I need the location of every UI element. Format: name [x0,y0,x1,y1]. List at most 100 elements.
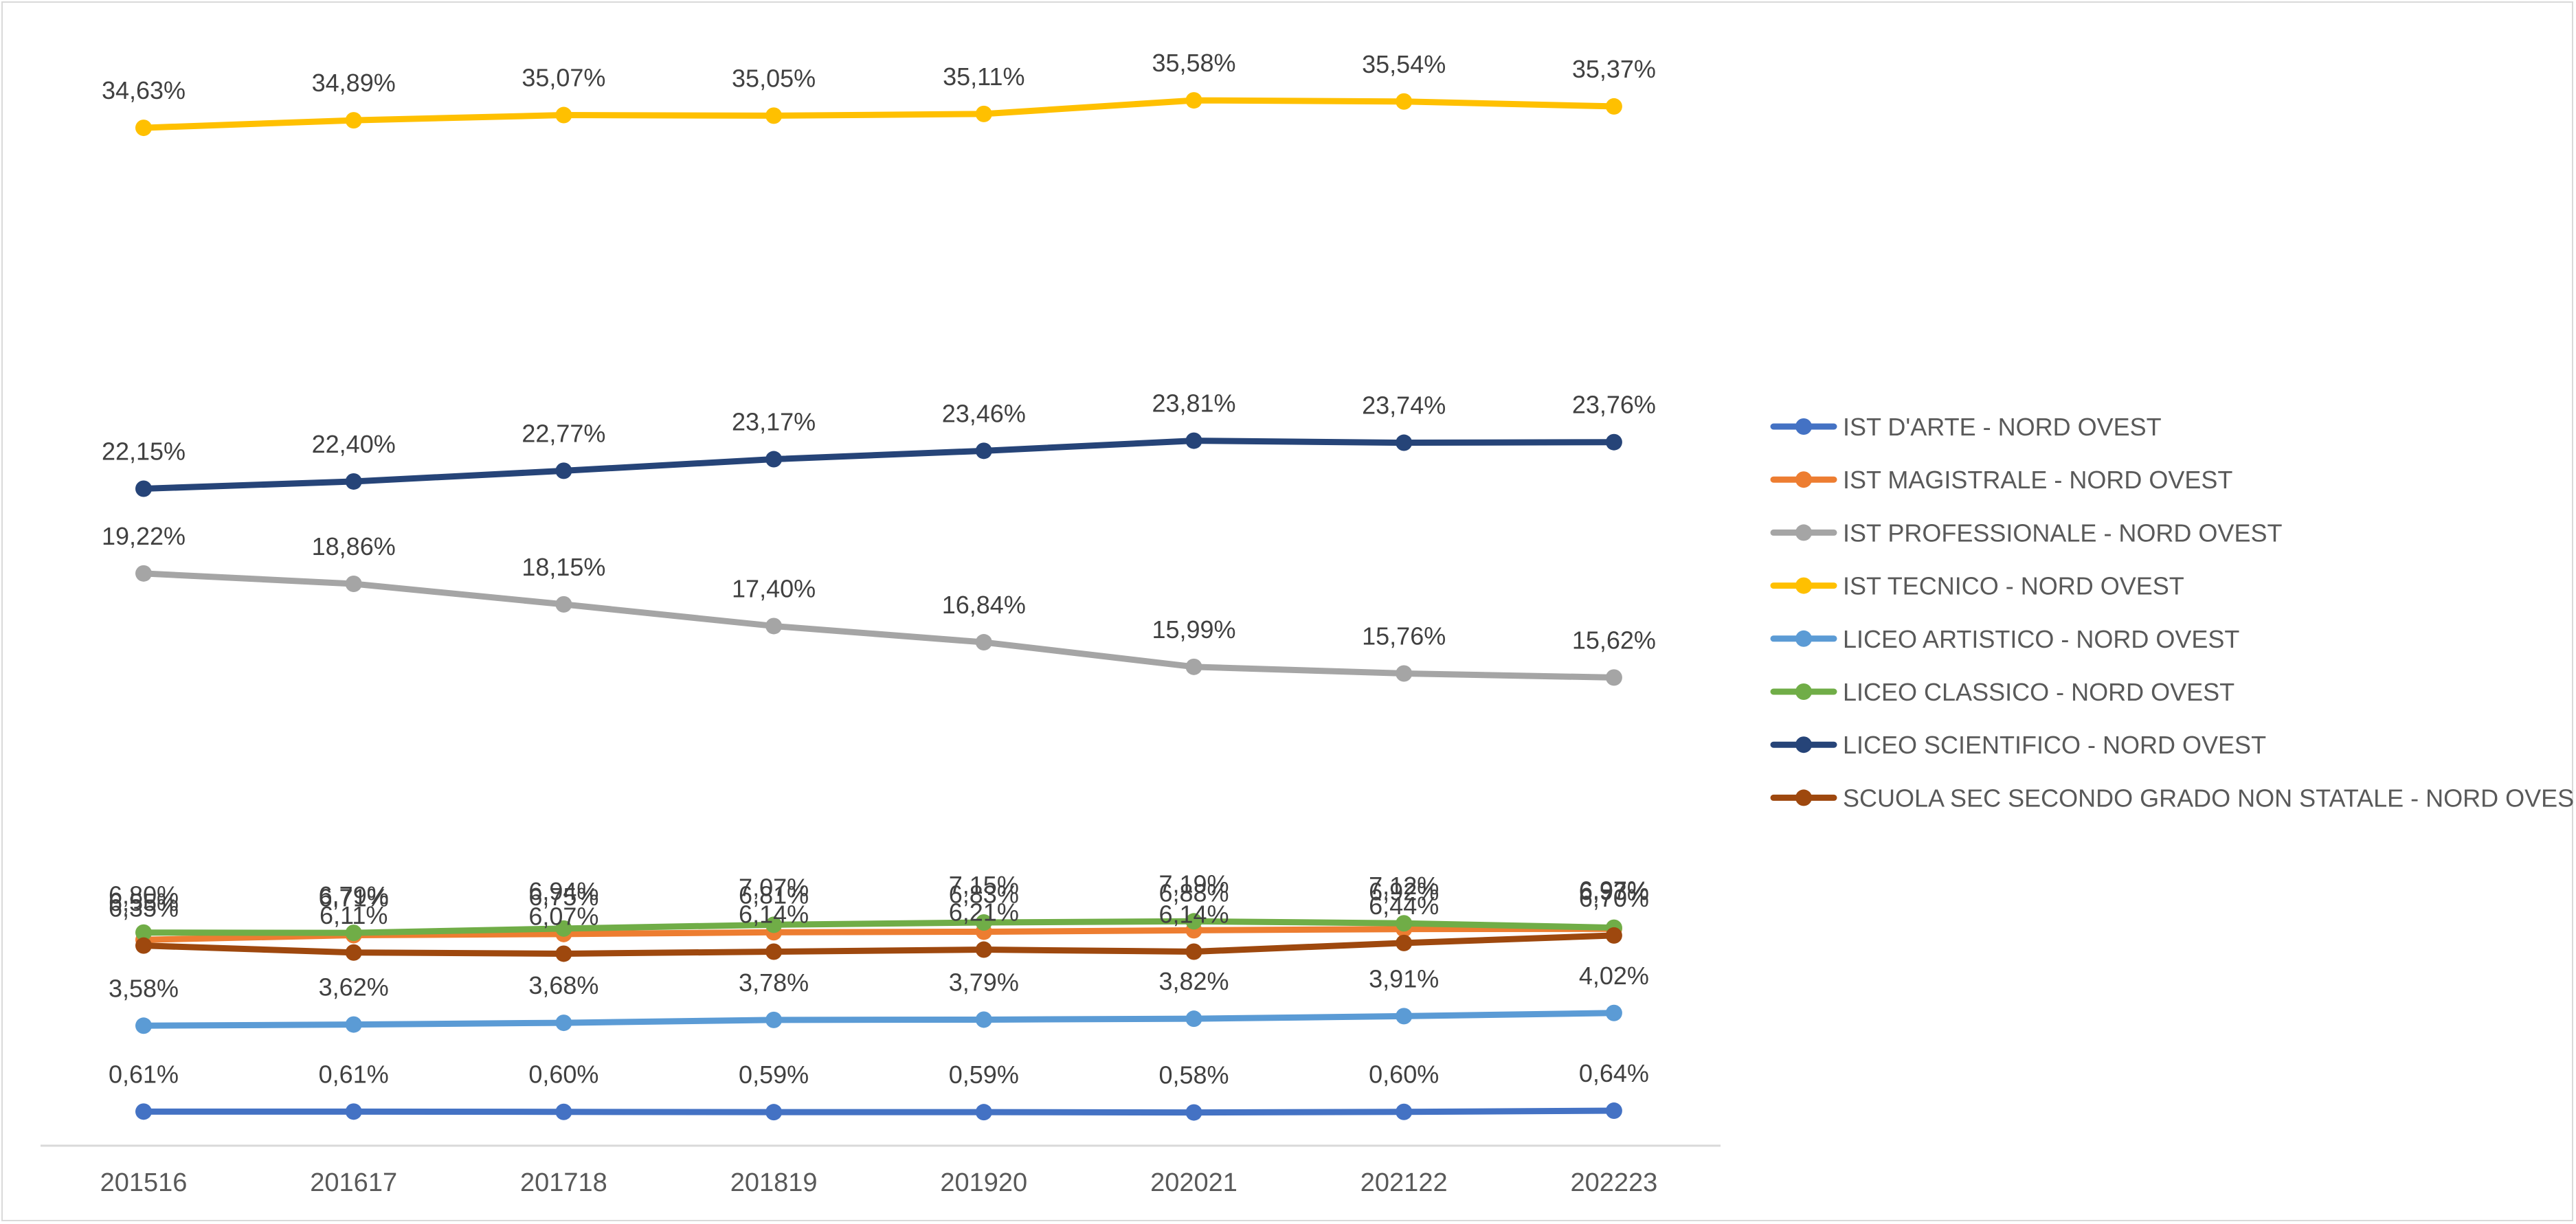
series-line [140,438,1617,492]
data-label: 0,59% [739,1061,809,1089]
data-point [1185,1010,1202,1028]
data-label: 35,07% [522,64,605,92]
data-point [1396,434,1413,451]
legend-swatch-marker [1795,577,1812,594]
data-label: 6,70% [1579,884,1649,912]
legend-item: LICEO SCIENTIFICO - NORD OVEST [1770,731,2266,759]
data-label: 6,35% [109,894,179,922]
data-point [555,106,572,124]
data-point [555,945,572,962]
line-chart: 0,61% 0,61% 0,60% 0,59% 0,59% 0,58% 0,60% 0,64%… [41,49,2575,1197]
data-label: 3,82% [1158,967,1229,995]
data-point [975,1104,992,1121]
data-label: 23,46% [942,399,1026,427]
data-point [135,480,152,497]
data-label: 6,21% [949,898,1019,927]
legend-item: IST D'ARTE - NORD OVEST [1770,413,2162,441]
data-point [1185,658,1202,675]
data-point [345,925,362,942]
data-label: 6,79% [319,881,389,909]
data-point [1396,1008,1413,1025]
data-point [555,462,572,479]
series-line [140,1010,1617,1029]
data-label: 3,79% [949,968,1019,996]
data-label: 34,63% [102,76,186,104]
data-label: 6,88% [1158,879,1229,907]
data-label: 19,22% [102,522,186,550]
series-liceo-classico-nord-ovest [135,913,1622,942]
data-label: 18,15% [522,553,605,581]
data-point [345,1016,362,1033]
data-point [1185,943,1202,960]
data-label: 7,12% [1369,872,1439,900]
data-point [135,937,152,954]
data-label: 0,60% [528,1061,598,1089]
data-label: 6,07% [528,902,598,930]
data-point [345,112,362,129]
data-point [1185,913,1202,930]
data-label: 23,76% [1572,391,1656,419]
data-point [975,442,992,460]
series-scuola-sec-secondo-grado-non-statale-nord-ovest [135,927,1622,962]
data-point [135,120,152,137]
x-tick-label: 201819 [730,1168,818,1197]
data-label: 0,60% [1369,1061,1439,1089]
data-label: 35,54% [1362,50,1446,78]
data-point [1396,93,1413,110]
x-tick-label: 201718 [520,1168,607,1197]
x-tick-label: 201516 [100,1168,188,1197]
legend-item: SCUOLA SEC SECONDO GRADO NON STATALE - N… [1770,784,2575,812]
series-line [140,1107,1617,1116]
series-layer [135,92,1622,1121]
legend-item: LICEO CLASSICO - NORD OVEST [1770,678,2235,706]
data-label: 3,78% [739,968,809,997]
data-point [135,565,152,582]
data-label: 15,62% [1572,626,1656,654]
data-point [765,943,783,960]
data-label: 6,93% [1579,877,1649,905]
data-point [1605,669,1622,686]
series-line [140,932,1617,957]
x-tick-label: 202021 [1150,1168,1237,1197]
data-point [345,473,362,490]
data-point [1396,1103,1413,1120]
x-tick-label: 201920 [940,1168,1027,1197]
legend-label: IST PROFESSIONALE - NORD OVEST [1843,519,2282,547]
data-point [555,920,572,937]
legend: IST D'ARTE - NORD OVEST IST MAGISTRALE - … [1770,413,2575,812]
legend-swatch-marker [1795,471,1812,488]
data-label: 16,84% [942,591,1026,619]
series-line [140,97,1617,131]
data-point [555,596,572,613]
data-label: 35,05% [732,64,816,92]
data-labels-layer: 0,61% 0,61% 0,60% 0,59% 0,59% 0,58% 0,60% 0,64%… [102,49,1656,1089]
data-label: 15,99% [1152,615,1235,644]
data-point [765,617,783,635]
data-point [765,1011,783,1028]
data-label: 23,74% [1362,392,1446,420]
legend-swatch-marker [1795,683,1812,700]
legend-swatch-marker [1795,789,1812,806]
data-label: 3,68% [528,971,598,999]
series-liceo-artistico-nord-ovest [135,1004,1622,1034]
data-label: 6,83% [949,880,1019,908]
data-label: 0,61% [109,1060,179,1088]
data-point [765,1104,783,1121]
data-label: 6,71% [319,884,389,912]
series-ist-d-arte-nord-ovest [135,1102,1622,1121]
data-point [975,941,992,958]
data-point [1605,433,1622,451]
data-point [1396,934,1413,951]
data-label: 3,62% [319,973,389,1001]
data-label: 6,11% [320,901,388,929]
data-point [1185,432,1202,449]
legend-label: SCUOLA SEC SECONDO GRADO NON STATALE - N… [1843,784,2575,812]
legend-item: IST TECNICO - NORD OVEST [1770,572,2184,600]
data-point [765,107,783,124]
data-point [765,916,783,933]
data-label: 35,11% [943,63,1024,91]
data-point [135,924,152,941]
data-label: 7,07% [739,873,809,901]
series-ist-tecnico-nord-ovest [135,92,1622,137]
